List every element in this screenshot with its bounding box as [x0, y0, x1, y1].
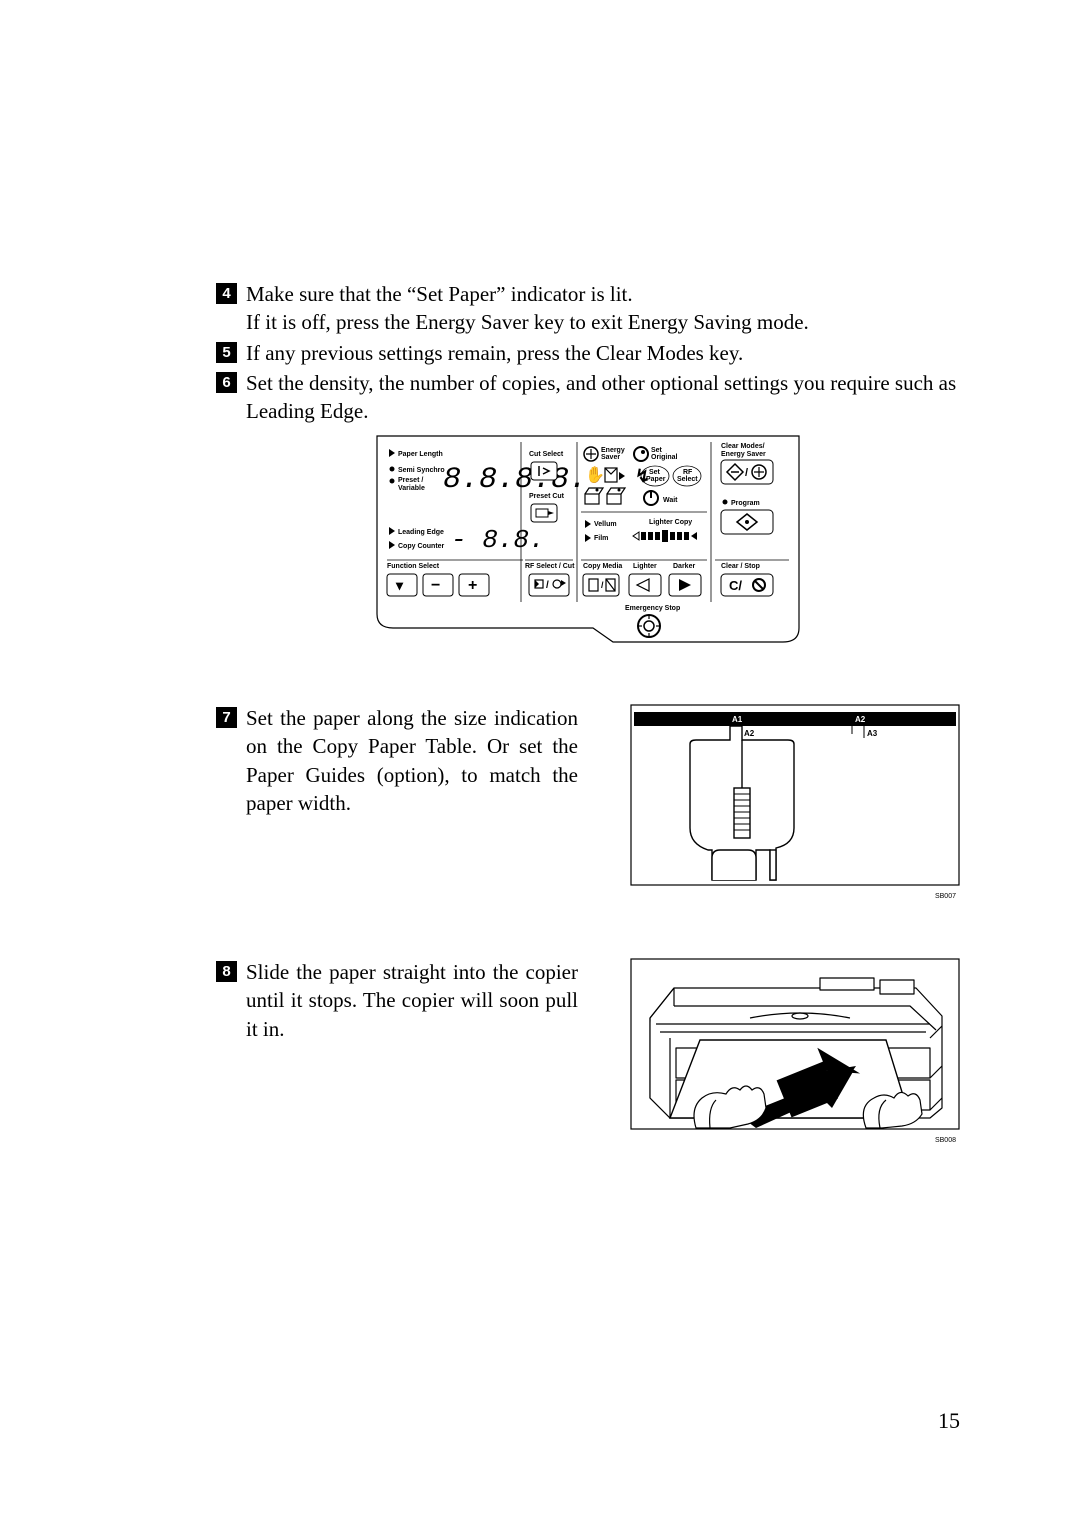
manual-page: 4 Make sure that the “Set Paper” indicat…	[0, 0, 1080, 1528]
panel-program: Program	[731, 500, 760, 507]
step-8-body: Slide the paper straight into the copier…	[246, 958, 578, 1043]
step-5-number: 5	[216, 342, 237, 363]
step-8-row: 8 Slide the paper straight into the copi…	[216, 958, 960, 1148]
step-6-marker: 6	[216, 372, 238, 394]
panel-set-original-2: Original	[651, 454, 678, 461]
panel-set-paper-1: Set	[649, 469, 661, 476]
panel-darker: Darker	[673, 563, 695, 570]
panel-vellum: Vellum	[594, 521, 617, 528]
panel-copy-media: Copy Media	[583, 563, 622, 570]
svg-text:+: +	[468, 577, 477, 594]
step-4-body: Make sure that the “Set Paper” indicator…	[246, 280, 960, 337]
panel-rf-select-1: RF	[683, 469, 693, 476]
panel-copy-counter: Copy Counter	[398, 543, 445, 550]
panel-film: Film	[594, 535, 608, 542]
fig7-a3: A3	[867, 729, 878, 738]
panel-lighter-copy: Lighter Copy	[649, 519, 692, 526]
step-4-subtext: If it is off, press the Energy Saver key…	[246, 308, 960, 336]
step-5-body: If any previous settings remain, press t…	[246, 339, 960, 367]
panel-rf-select-2: Select	[677, 476, 698, 483]
svg-text:✋: ✋	[585, 465, 605, 484]
figure-8: SB008	[578, 958, 960, 1148]
step-4-marker: 4	[216, 283, 238, 305]
fig8-code: SB008	[935, 1137, 956, 1144]
step-5-text: If any previous settings remain, press t…	[246, 341, 743, 365]
page-number: 15	[938, 1406, 960, 1436]
step-8-number: 8	[216, 961, 237, 982]
panel-preset-2: Variable	[398, 485, 425, 492]
svg-text:▾: ▾	[395, 577, 404, 593]
panel-wait: Wait	[663, 497, 678, 504]
step-7-marker: 7	[216, 707, 238, 729]
step-7: 7 Set the paper along the size indicatio…	[216, 704, 578, 817]
step-6-body: Set the density, the number of copies, a…	[246, 369, 960, 426]
step-6-text: Set the density, the number of copies, a…	[246, 371, 956, 423]
panel-preset-cut: Preset Cut	[529, 493, 565, 500]
step-6: 6 Set the density, the number of copies,…	[216, 369, 960, 426]
fig7-a1: A1	[732, 715, 743, 724]
step-7-number: 7	[216, 707, 237, 728]
panel-energy-saver-2: Saver	[601, 454, 620, 461]
panel-digits-8888: 8.8.8.8.	[443, 463, 587, 497]
step-7-body: Set the paper along the size indication …	[246, 704, 578, 817]
step-4-number: 4	[216, 283, 237, 304]
panel-paper-length: Paper Length	[398, 451, 443, 458]
step-4-text: Make sure that the “Set Paper” indicator…	[246, 282, 633, 306]
panel-function-select: Function Select	[387, 563, 440, 570]
svg-text:/: /	[546, 580, 549, 591]
step-4: 4 Make sure that the “Set Paper” indicat…	[216, 280, 960, 337]
panel-clear-stop: Clear / Stop	[721, 563, 760, 570]
step-7-row: 7 Set the paper along the size indicatio…	[216, 704, 960, 904]
svg-text:/: /	[745, 467, 748, 479]
step-8-text: Slide the paper straight into the copier…	[246, 960, 578, 1041]
panel-set-paper-2: Paper	[646, 476, 666, 483]
panel-lighter: Lighter	[633, 563, 657, 570]
panel-leading-edge: Leading Edge	[398, 529, 444, 536]
panel-preset-1: Preset /	[398, 477, 423, 484]
fig7-a2b: A2	[855, 715, 866, 724]
panel-rf-select-cut: RF Select / Cut	[525, 563, 575, 570]
panel-energy-saver-1: Energy	[601, 447, 625, 454]
step-5: 5 If any previous settings remain, press…	[216, 339, 960, 367]
panel-set-original-1: Set	[651, 447, 663, 454]
figure-7: A1 A2 A2 A3	[578, 704, 960, 904]
fig7-a2: A2	[744, 729, 755, 738]
panel-clear-modes-2: Energy Saver	[721, 451, 766, 458]
panel-digits-88: - 8.8.	[451, 525, 545, 555]
step-5-marker: 5	[216, 342, 238, 364]
svg-text:C/: C/	[729, 578, 742, 593]
panel-cut-select: Cut Select	[529, 451, 564, 458]
step-7-text: Set the paper along the size indication …	[246, 706, 578, 815]
control-panel-figure: Paper Length Semi Synchro Preset / Varia…	[373, 432, 803, 654]
step-8-marker: 8	[216, 961, 238, 983]
step-8: 8 Slide the paper straight into the copi…	[216, 958, 578, 1043]
step-6-number: 6	[216, 372, 237, 393]
panel-clear-modes-1: Clear Modes/	[721, 443, 765, 450]
fig7-code: SB007	[935, 893, 956, 900]
panel-semi-synchro: Semi Synchro	[398, 467, 445, 474]
panel-emergency-stop: Emergency Stop	[625, 605, 680, 612]
svg-text:−: −	[431, 577, 440, 594]
